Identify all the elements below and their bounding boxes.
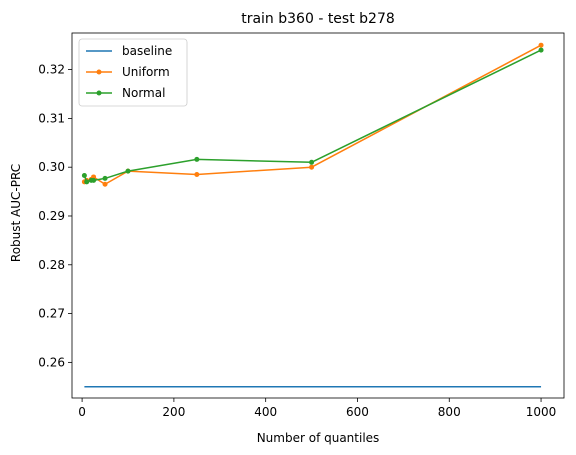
x-tick-label: 600 <box>346 405 369 419</box>
data-point-normal <box>84 179 90 185</box>
y-tick-label: 0.32 <box>38 63 65 77</box>
legend: baseline Uniform Normal <box>78 38 188 107</box>
legend-label-normal: Normal <box>122 86 165 100</box>
data-point-normal <box>91 177 97 183</box>
plot-border <box>71 32 565 399</box>
data-point-uniform <box>538 42 544 48</box>
legend-marker-uniform <box>96 69 102 75</box>
legend-marker-normal <box>96 90 102 96</box>
y-tick-label: 0.30 <box>38 160 65 174</box>
legend-label-baseline: baseline <box>122 44 172 58</box>
data-point-normal <box>538 47 544 53</box>
data-point-normal <box>102 175 108 181</box>
y-tick-label: 0.28 <box>38 258 65 272</box>
y-tick-label: 0.31 <box>38 111 65 125</box>
x-axis: 0 200 400 600 800 1000 <box>78 398 556 419</box>
data-point-normal <box>125 168 131 174</box>
y-tick-label: 0.27 <box>38 307 65 321</box>
legend-box <box>78 38 188 107</box>
series-layer <box>81 42 544 388</box>
data-point-uniform <box>309 164 315 170</box>
x-tick-label: 1000 <box>526 405 557 419</box>
x-tick-label: 400 <box>254 405 277 419</box>
y-tick-label: 0.26 <box>38 355 65 369</box>
data-point-normal <box>309 159 315 165</box>
y-axis-label: Robust AUC-PRC <box>9 164 23 262</box>
x-tick-label: 200 <box>162 405 185 419</box>
x-tick-label: 800 <box>438 405 461 419</box>
data-point-uniform <box>102 181 108 187</box>
data-point-normal <box>194 156 200 162</box>
y-axis: 0.26 0.27 0.28 0.29 0.30 0.31 0.32 <box>38 63 72 369</box>
y-tick-label: 0.29 <box>38 209 65 223</box>
plot-frame <box>71 32 565 399</box>
x-tick-label: 0 <box>78 405 86 419</box>
data-point-normal <box>81 172 87 178</box>
chart-title: train b360 - test b278 <box>241 11 395 27</box>
data-point-uniform <box>194 172 200 178</box>
legend-label-uniform: Uniform <box>122 65 170 79</box>
x-axis-label: Number of quantiles <box>257 431 380 445</box>
